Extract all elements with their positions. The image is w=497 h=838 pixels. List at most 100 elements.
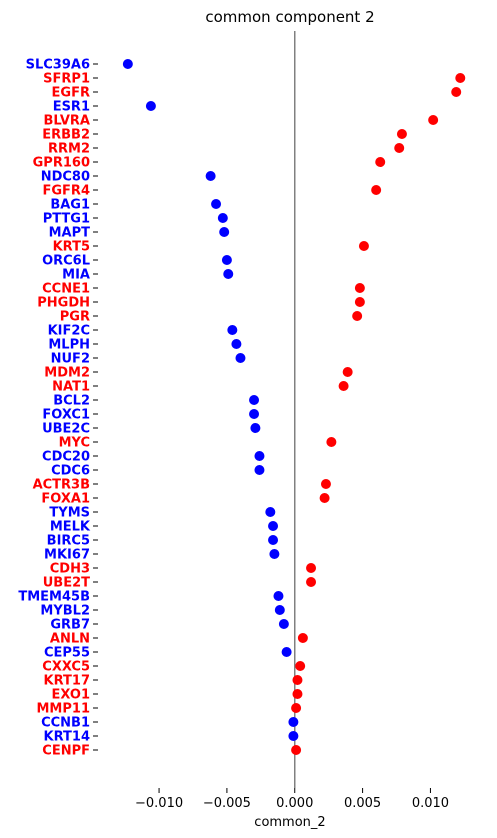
data-point bbox=[320, 479, 331, 489]
gene-label: KRT14 bbox=[44, 730, 90, 745]
data-point bbox=[254, 451, 265, 461]
data-point bbox=[358, 241, 369, 251]
data-point bbox=[375, 157, 386, 167]
gene-label: MYBL2 bbox=[40, 604, 90, 619]
data-point bbox=[145, 101, 156, 111]
data-point bbox=[221, 255, 232, 265]
data-point bbox=[352, 311, 363, 321]
data-point bbox=[249, 409, 260, 419]
gene-label: NAT1 bbox=[52, 380, 90, 395]
gene-label: CCNB1 bbox=[41, 716, 90, 731]
data-point bbox=[217, 213, 228, 223]
gene-label: MLPH bbox=[48, 338, 90, 353]
gene-label: MMP11 bbox=[37, 702, 91, 717]
gene-label: EGFR bbox=[52, 86, 90, 101]
gene-label: TYMS bbox=[49, 506, 90, 521]
gene-label: ESR1 bbox=[53, 100, 90, 115]
gene-label: CDC6 bbox=[51, 464, 90, 479]
data-point bbox=[291, 703, 302, 713]
x-tick-label: −0.010 bbox=[135, 796, 183, 811]
data-point bbox=[371, 185, 382, 195]
gene-label: ORC6L bbox=[42, 254, 90, 269]
data-point bbox=[394, 143, 405, 153]
gene-label: EXO1 bbox=[51, 688, 90, 703]
data-point bbox=[269, 549, 280, 559]
data-point bbox=[223, 269, 234, 279]
data-point bbox=[354, 283, 365, 293]
data-point bbox=[227, 325, 238, 335]
x-axis-title: common_2 bbox=[254, 815, 325, 830]
data-point bbox=[205, 171, 216, 181]
data-point bbox=[306, 563, 317, 573]
data-point bbox=[288, 717, 299, 727]
gene-label: SLC39A6 bbox=[26, 58, 90, 73]
x-tick-label: −0.005 bbox=[203, 796, 251, 811]
gene-label: BAG1 bbox=[50, 198, 90, 213]
data-point bbox=[319, 493, 330, 503]
gene-label: CDC20 bbox=[42, 450, 90, 465]
gene-label: KIF2C bbox=[48, 324, 90, 339]
x-tick-label: 0.000 bbox=[276, 796, 313, 811]
data-point bbox=[354, 297, 365, 307]
points-layer bbox=[122, 31, 466, 788]
data-point bbox=[273, 591, 284, 601]
gene-label: KRT5 bbox=[53, 240, 90, 255]
gene-label: UBE2T bbox=[43, 576, 90, 591]
gene-label: GRB7 bbox=[50, 618, 90, 633]
gene-label: PHGDH bbox=[37, 296, 90, 311]
gene-label: FOXA1 bbox=[41, 492, 90, 507]
gene-label: MKI67 bbox=[44, 548, 90, 563]
data-point bbox=[455, 73, 466, 83]
data-point bbox=[211, 199, 222, 209]
data-point bbox=[338, 381, 349, 391]
gene-label: CDH3 bbox=[50, 562, 90, 577]
data-point bbox=[451, 87, 462, 97]
gene-label: MAPT bbox=[49, 226, 91, 241]
gene-labels: SLC39A6SFRP1EGFRESR1BLVRAERBB2RRM2GPR160… bbox=[18, 58, 98, 759]
data-point bbox=[250, 423, 261, 433]
gene-label: PGR bbox=[60, 310, 90, 325]
data-point bbox=[231, 339, 242, 349]
gene-label: SFRP1 bbox=[43, 72, 90, 87]
data-point bbox=[292, 675, 303, 685]
data-point bbox=[281, 647, 292, 657]
chart-title: common component 2 bbox=[205, 8, 374, 26]
gene-label: NDC80 bbox=[41, 170, 90, 185]
gene-label: MELK bbox=[50, 520, 91, 535]
gene-label: FOXC1 bbox=[42, 408, 90, 423]
gene-label: NUF2 bbox=[51, 352, 90, 367]
data-point bbox=[428, 115, 439, 125]
data-point bbox=[291, 745, 302, 755]
data-point bbox=[265, 507, 276, 517]
data-point bbox=[235, 353, 246, 363]
data-point bbox=[268, 535, 279, 545]
gene-label: MDM2 bbox=[44, 366, 90, 381]
gene-label: ACTR3B bbox=[33, 478, 90, 493]
x-tick-label: 0.005 bbox=[344, 796, 381, 811]
data-point bbox=[122, 59, 133, 69]
gene-label: PTTG1 bbox=[43, 212, 90, 227]
gene-label: ANLN bbox=[50, 632, 90, 647]
data-point bbox=[219, 227, 230, 237]
gene-label: CEP55 bbox=[44, 646, 90, 661]
data-point bbox=[288, 731, 299, 741]
gene-label: MYC bbox=[59, 436, 90, 451]
data-point bbox=[326, 437, 337, 447]
x-axis: −0.010 −0.005 0.000 0.005 0.010 bbox=[135, 788, 449, 811]
gene-label: FGFR4 bbox=[43, 184, 91, 199]
gene-label: KRT17 bbox=[44, 674, 90, 689]
gene-label: CENPF bbox=[42, 744, 90, 759]
data-point bbox=[292, 689, 303, 699]
gene-label: CCNE1 bbox=[42, 282, 90, 297]
gene-label: GPR160 bbox=[33, 156, 90, 171]
data-point bbox=[297, 633, 308, 643]
data-point bbox=[249, 395, 260, 405]
data-point bbox=[278, 619, 289, 629]
data-point bbox=[254, 465, 265, 475]
gene-label: ERBB2 bbox=[42, 128, 90, 143]
gene-label: BCL2 bbox=[53, 394, 90, 409]
gene-label: RRM2 bbox=[48, 142, 90, 157]
x-tick-label: 0.010 bbox=[412, 796, 449, 811]
data-point bbox=[342, 367, 353, 377]
